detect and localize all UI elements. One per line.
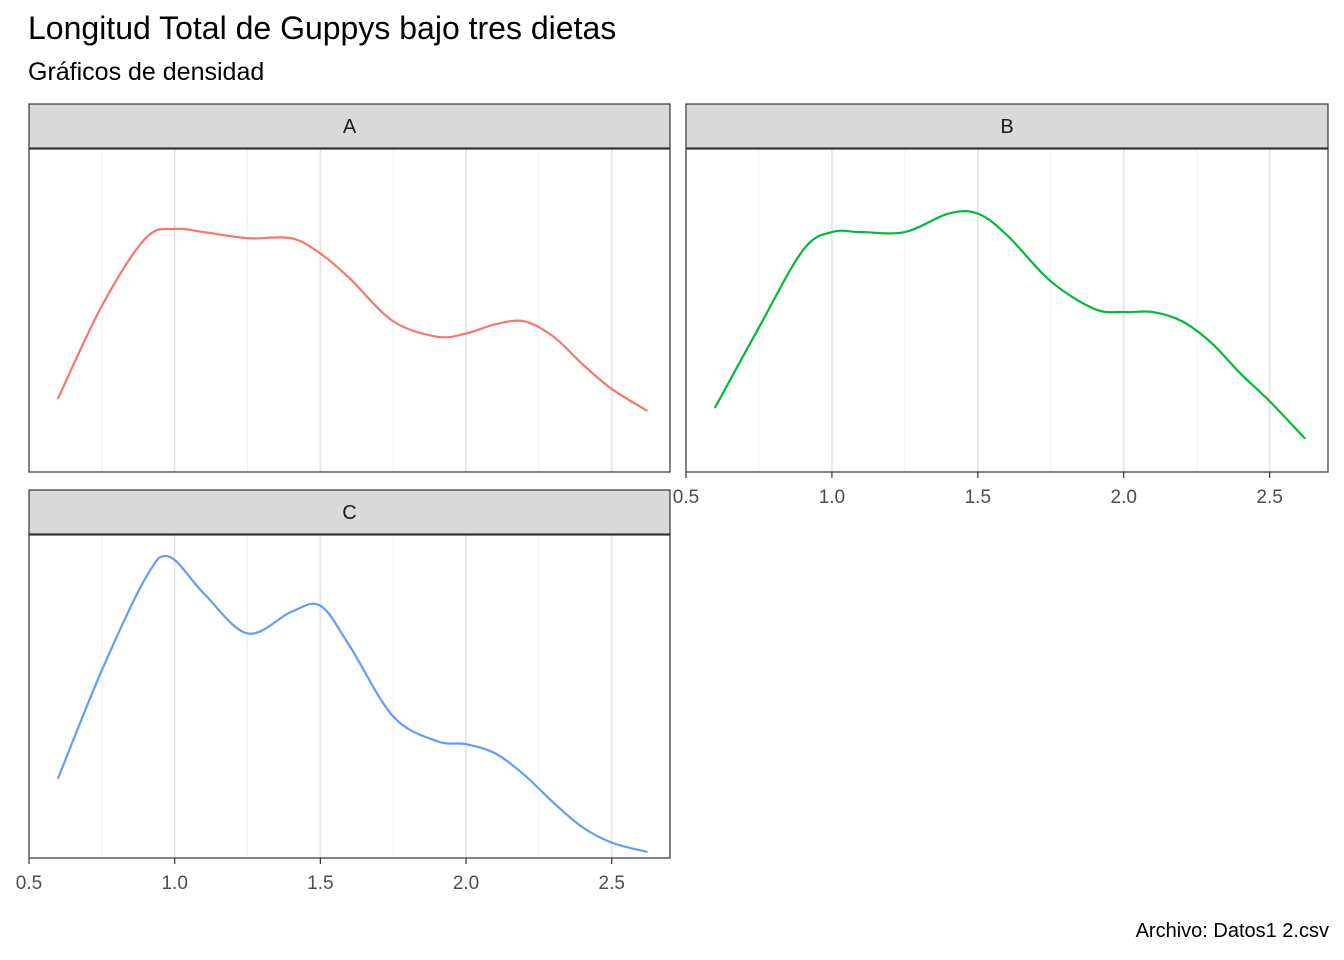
x-tick-label-c: 1.5 <box>307 873 333 894</box>
panel-border-c <box>28 534 671 859</box>
chart-title: Longitud Total de Guppys bajo tres dieta… <box>28 10 617 46</box>
x-tick-label-b: 1.0 <box>819 487 845 508</box>
facet-strip-label-c: C <box>342 502 356 524</box>
facet-strip-a <box>28 103 671 149</box>
facet-strip-c <box>28 489 671 535</box>
panel-border-b <box>685 148 1329 473</box>
density-curve-b <box>714 209 1306 440</box>
chart-caption: Archivo: Datos1 2.csv <box>1135 920 1329 942</box>
density-curve-a <box>57 227 648 412</box>
panel-background-b <box>686 149 1328 472</box>
facet-strip-b <box>685 103 1329 149</box>
chart-subtitle: Gráficos de densidad <box>28 58 265 86</box>
x-tick-label-b: 2.5 <box>1256 487 1282 508</box>
x-tick-label-b: 2.0 <box>1111 487 1137 508</box>
panel-border-a <box>28 148 671 473</box>
x-tick-label-c: 1.0 <box>161 873 187 894</box>
x-tick-label-b: 0.5 <box>673 487 699 508</box>
x-tick-label-c: 0.5 <box>16 873 42 894</box>
facet-strip-label-b: B <box>1000 116 1013 138</box>
panel-background-c <box>29 535 670 858</box>
panel-background-a <box>29 149 670 472</box>
facet-strip-label-a: A <box>343 116 357 138</box>
x-tick-label-c: 2.5 <box>599 873 625 894</box>
x-tick-label-b: 1.5 <box>965 487 991 508</box>
density-curve-c <box>57 554 648 853</box>
x-tick-label-c: 2.0 <box>453 873 479 894</box>
